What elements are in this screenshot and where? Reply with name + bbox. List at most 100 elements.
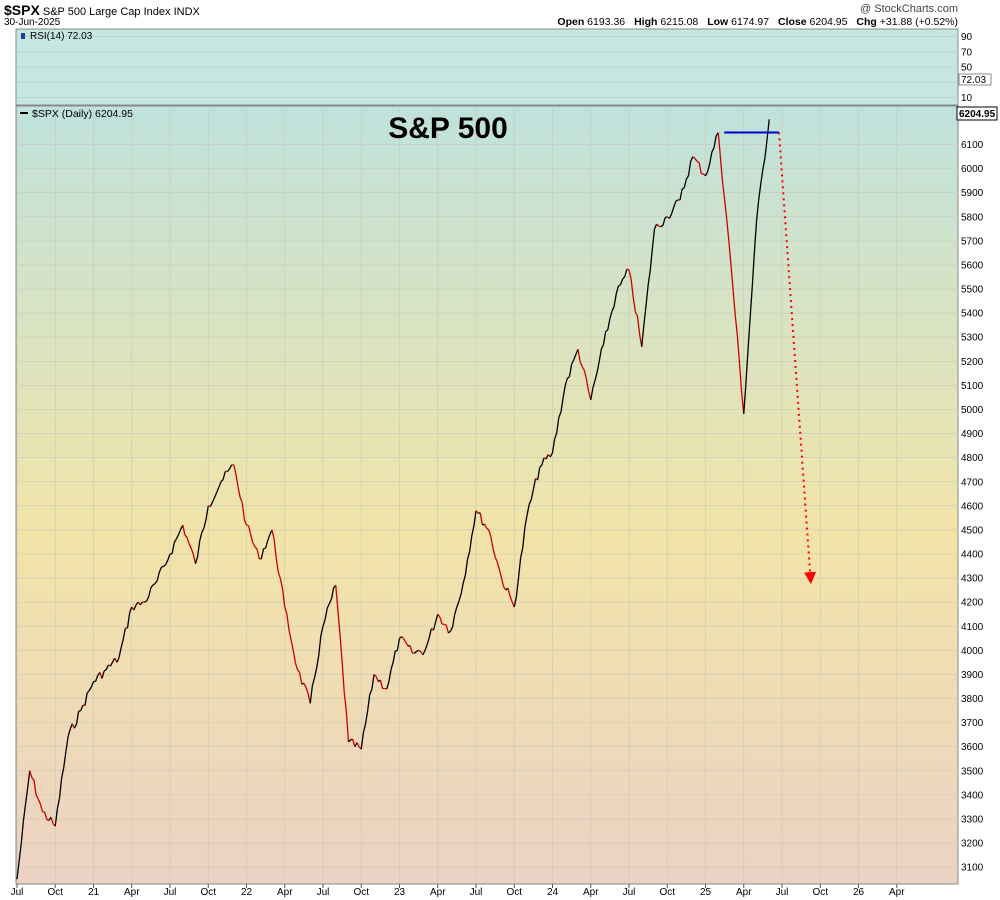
price-segment	[58, 778, 63, 799]
price-segment	[611, 306, 615, 312]
price-segment	[330, 587, 335, 599]
price-segment	[148, 587, 152, 597]
price-segment	[426, 637, 430, 645]
price-segment	[713, 135, 717, 148]
price-segment	[226, 468, 230, 472]
price-segment	[500, 577, 505, 587]
price-segment	[309, 685, 314, 704]
price-segment	[445, 624, 450, 634]
price-segment	[647, 270, 651, 286]
y-tick-label: 5900	[961, 188, 984, 199]
price-segment	[449, 626, 454, 632]
price-segment	[562, 385, 566, 398]
price-segment	[464, 559, 469, 576]
price-segment	[660, 224, 664, 228]
price-segment	[182, 524, 186, 536]
x-tick-label: Oct	[506, 887, 522, 898]
price-segment	[150, 584, 154, 589]
price-segment	[161, 565, 164, 568]
price-segment	[573, 354, 577, 361]
price-segment	[530, 489, 535, 500]
price-segment	[549, 452, 554, 458]
price-segment	[462, 574, 467, 584]
price-segment	[641, 324, 645, 347]
price-segment	[564, 378, 568, 386]
last-value-label: 6204.95	[959, 109, 996, 120]
price-segment	[694, 157, 698, 162]
price-segment	[139, 601, 143, 606]
price-segment	[600, 344, 605, 350]
price-segment	[345, 712, 350, 742]
price-segment	[301, 682, 305, 685]
x-tick-label: Apr	[889, 887, 905, 898]
price-segment	[364, 710, 369, 725]
price-segment	[263, 547, 266, 550]
price-segment	[551, 438, 556, 453]
price-segment	[184, 534, 188, 538]
price-segment	[71, 723, 75, 729]
price-segment	[536, 467, 541, 481]
price-segment	[315, 655, 320, 669]
price-segment	[205, 505, 209, 520]
price-segment	[86, 690, 90, 694]
price-segment	[88, 686, 92, 691]
price-segment	[369, 689, 373, 695]
price-segment	[63, 751, 67, 768]
price-segment	[560, 397, 564, 413]
price-segment	[173, 538, 177, 543]
price-segment	[687, 161, 692, 176]
price-segment	[728, 241, 732, 266]
stockcharts-brand[interactable]: @ StockCharts.com	[860, 3, 958, 15]
price-segment	[156, 571, 161, 581]
price-segment	[188, 543, 192, 549]
x-tick-label: Oct	[353, 887, 369, 898]
price-segment	[360, 732, 365, 750]
price-segment	[488, 529, 492, 538]
price-segment	[598, 348, 603, 362]
y-tick-label: 4400	[961, 550, 984, 561]
ohlc-open-label: Open	[557, 16, 585, 28]
price-segment	[607, 318, 611, 331]
price-segment	[337, 609, 341, 635]
y-tick-label: 3800	[961, 694, 984, 705]
price-segment	[566, 376, 570, 379]
price-segment	[46, 818, 50, 822]
price-segment	[116, 657, 120, 663]
price-segment	[515, 578, 520, 597]
price-segment	[719, 156, 724, 182]
projection-arrow	[778, 132, 817, 585]
price-segment	[736, 335, 741, 364]
price-segment	[211, 497, 216, 503]
price-segment	[237, 486, 241, 498]
price-segment	[247, 525, 252, 536]
x-tick-label: 26	[853, 887, 865, 898]
price-segment	[632, 297, 637, 312]
rsi-current-box	[958, 73, 992, 86]
price-segment	[696, 160, 700, 164]
price-segment	[624, 268, 628, 277]
price-segment	[496, 561, 501, 570]
price-segment	[668, 213, 673, 219]
y-tick-label: 3100	[961, 863, 984, 874]
price-segment	[366, 694, 371, 712]
ohlc-chg-label: Chg	[856, 16, 877, 28]
price-segment	[275, 558, 280, 573]
price-segment	[371, 674, 375, 690]
price-segment	[698, 162, 702, 174]
price-segment	[158, 566, 163, 573]
price-segment	[277, 572, 282, 580]
price-segment	[706, 163, 711, 172]
x-tick-label: 25	[700, 887, 712, 898]
price-segment	[745, 349, 749, 385]
price-segment	[755, 200, 760, 222]
y-tick-label: 5000	[961, 405, 984, 416]
price-segment	[636, 316, 641, 335]
price-segment	[80, 704, 84, 711]
price-segment	[33, 780, 37, 796]
price-segment	[577, 349, 581, 362]
exchange: INDX	[173, 6, 200, 18]
price-segment	[203, 518, 207, 528]
ohlc-open-value: 6193.36	[587, 16, 626, 28]
price-segment	[602, 331, 607, 345]
